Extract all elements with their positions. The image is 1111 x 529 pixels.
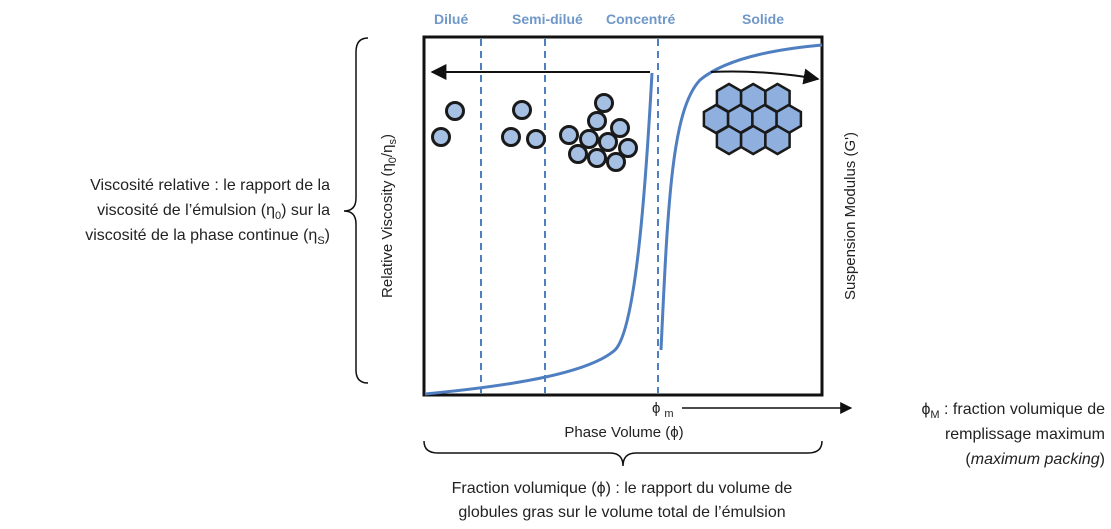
text-part: ( [965, 451, 971, 468]
annotation-line: Viscosité relative : le rapport de la [90, 177, 330, 194]
annotation-line: viscosité de la phase continue (ηS) [85, 227, 330, 247]
viscosity-curve [424, 72, 654, 396]
text-part: ) sur la [281, 202, 330, 219]
hexagon [739, 124, 767, 156]
region-label: Concentré [606, 11, 675, 27]
text-part: maximum packing [971, 451, 1100, 468]
phi-m-symbol: ϕ [652, 400, 660, 417]
x-axis-label: Phase Volume (ϕ) [564, 424, 683, 441]
text-part: S [317, 235, 324, 247]
particles [431, 93, 638, 172]
text-part: 0 [387, 157, 399, 163]
hexagon [715, 124, 743, 156]
brace [343, 37, 369, 384]
hexagon [764, 124, 791, 156]
brace [423, 440, 823, 467]
text-part: /η [379, 145, 396, 158]
region-label: Semi-dilué [512, 11, 583, 27]
hexagon-packing [702, 82, 803, 156]
modulus-curve [659, 43, 823, 351]
y-axis-label: Relative Viscosity (η0/ηs) [379, 134, 399, 298]
text-part: : fraction volumique de [940, 401, 1106, 418]
annotation-line: Fraction volumique (ϕ) : le rapport du v… [452, 480, 793, 497]
text-part: ) [1100, 451, 1105, 468]
annotation-line: ϕM : fraction volumique de [921, 401, 1105, 421]
arrow [710, 68, 820, 85]
y2-axis-label: Suspension Modulus (G') [842, 132, 859, 300]
text-part: ) [325, 227, 330, 244]
annotation-line: remplissage maximum [945, 426, 1105, 443]
text-part: Relative Viscosity (η [379, 163, 396, 298]
annotation-line: viscosité de l’émulsion (η0) sur la [97, 202, 330, 222]
text-part: 0 [275, 210, 281, 222]
text-part: Viscosité relative : le rapport de la [90, 177, 330, 194]
region-label: Dilué [434, 11, 468, 27]
text-part: viscosité de la phase continue (η [85, 227, 317, 244]
text-part: ϕ [921, 401, 930, 418]
text-part: ) [379, 134, 396, 139]
plot-frame [422, 35, 824, 397]
annotation-line: (maximum packing) [965, 451, 1105, 468]
text-part: s [387, 139, 399, 145]
annotation-line: globules gras sur le volume total de l’é… [458, 504, 785, 521]
text-part: M [930, 409, 939, 421]
text-part: viscosité de l’émulsion (η [97, 202, 275, 219]
region-label: Solide [742, 11, 784, 27]
phi-m-subscript: m [664, 408, 673, 420]
